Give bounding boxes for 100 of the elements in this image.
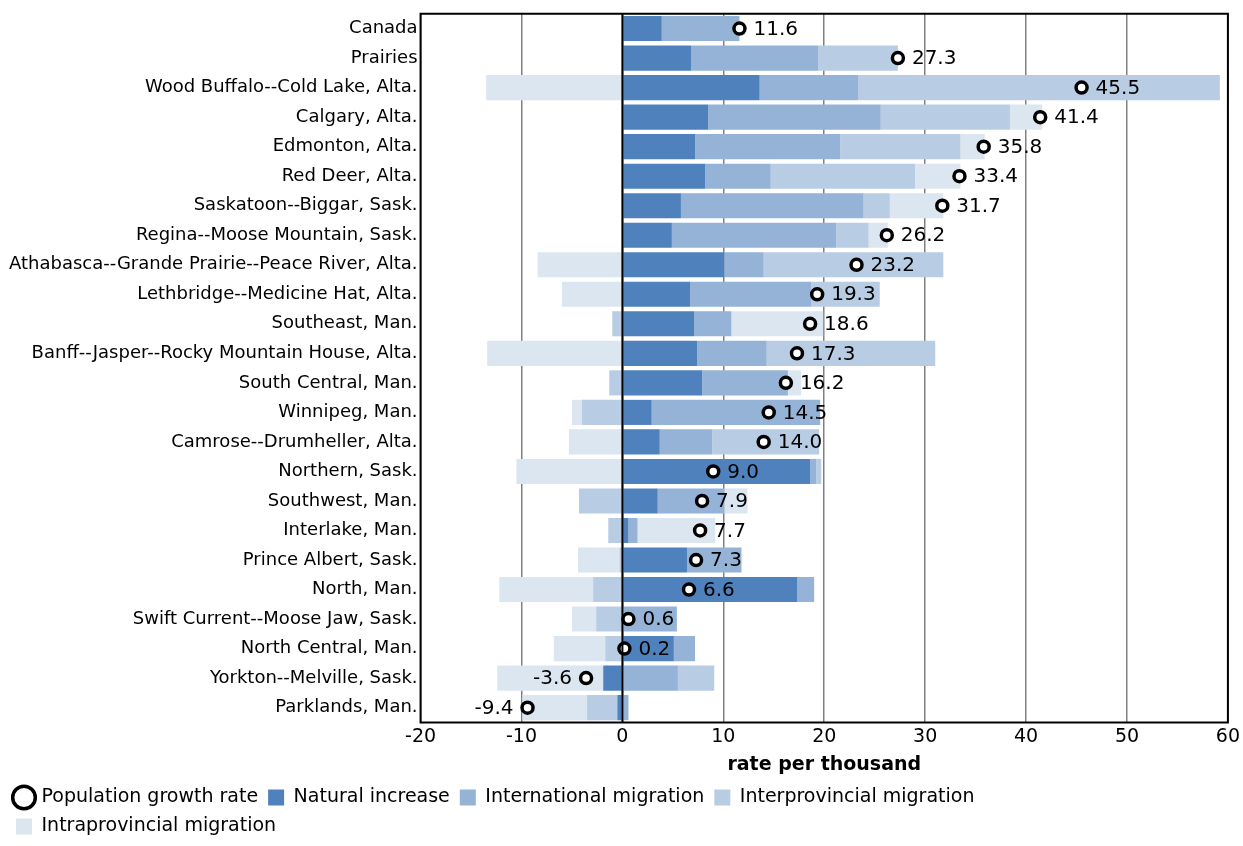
- bar: [582, 399, 622, 425]
- bar: [623, 458, 811, 484]
- data-label: 33.4: [973, 163, 1018, 188]
- point: [621, 611, 636, 627]
- point: [1074, 80, 1089, 95]
- bar: [705, 163, 771, 189]
- bar: [571, 606, 597, 632]
- bar: [623, 517, 629, 544]
- legend-label: Population growth rate: [41, 784, 259, 807]
- y-tick-label: Swift Current--Moose Jaw, Sask.: [132, 606, 418, 628]
- point: [681, 582, 697, 597]
- x-tick-label: 60: [1215, 723, 1241, 746]
- bar: [497, 665, 604, 691]
- y-tick-label: Edmonton, Alta.: [272, 134, 418, 156]
- bar: [623, 222, 672, 248]
- data-label: 26.2: [900, 222, 946, 247]
- point: [732, 21, 747, 36]
- y-tick-label: Parklands, Man.: [275, 695, 418, 717]
- bar: [609, 370, 622, 396]
- point: [520, 700, 535, 715]
- bar: [796, 576, 815, 603]
- data-label: 0.2: [638, 635, 671, 660]
- bar: [880, 104, 1010, 130]
- bar: [608, 517, 622, 544]
- bar: [623, 45, 692, 71]
- point: [952, 168, 967, 184]
- y-tick-label: Calgary, Alta.: [295, 104, 418, 126]
- x-tick-label: 10: [711, 723, 736, 746]
- bar: [617, 695, 622, 721]
- bar: [628, 517, 638, 544]
- data-label: 7.3: [710, 547, 742, 572]
- point: [802, 316, 818, 332]
- legend-label: Interprovincial migration: [739, 784, 975, 807]
- point: [890, 50, 906, 66]
- bar: [571, 399, 583, 425]
- bar: [697, 340, 767, 366]
- bar: [818, 45, 898, 71]
- legend-label: Intraprovincial migration: [41, 813, 277, 836]
- bar: [623, 281, 691, 307]
- y-tick-label: North Central, Man.: [240, 636, 418, 658]
- data-label: 7.7: [714, 517, 746, 542]
- y-tick-label: Athabasca--Grande Prairie--Peace River, Alta.: [9, 252, 418, 274]
- y-tick-label: Wood Buffalo--Cold Lake, Alta.: [144, 75, 418, 97]
- data-label: 0.6: [642, 606, 675, 631]
- y-tick-label: Prince Albert, Sask.: [242, 547, 418, 569]
- data-label: 35.8: [997, 133, 1043, 158]
- point: [935, 198, 950, 213]
- point: [578, 670, 594, 686]
- data-label: -9.4: [474, 694, 514, 719]
- bar: [623, 399, 652, 425]
- data-label: -3.6: [533, 665, 573, 690]
- bar: [731, 311, 824, 337]
- bar: [593, 576, 622, 603]
- data-label: 14.5: [782, 399, 828, 424]
- bar: [623, 134, 696, 160]
- bar: [659, 429, 713, 455]
- bar: [587, 695, 618, 721]
- bar: [577, 547, 620, 573]
- bar: [810, 458, 817, 484]
- x-tick-label: 50: [1114, 723, 1140, 746]
- bar: [889, 193, 944, 219]
- bar: [623, 311, 695, 337]
- y-tick-label: Southeast, Man.: [271, 311, 418, 333]
- bar: [858, 75, 1220, 101]
- y-tick-label: Winnipeg, Man.: [278, 400, 418, 422]
- bar: [568, 429, 622, 455]
- bar: [836, 222, 869, 248]
- bar: [680, 193, 864, 219]
- x-tick-label: 30: [913, 723, 938, 746]
- data-label: 45.5: [1095, 74, 1141, 99]
- data-label: 11.6: [753, 15, 798, 40]
- bar: [695, 134, 841, 160]
- legend-label: Natural increase: [293, 784, 450, 807]
- bar: [702, 370, 788, 396]
- bar: [596, 606, 622, 632]
- bar: [623, 75, 760, 101]
- bar: [694, 311, 732, 337]
- bar: [612, 311, 622, 337]
- bar: [759, 75, 859, 101]
- bar: [770, 163, 916, 189]
- data-label: 7.9: [716, 488, 748, 513]
- bar: [691, 45, 819, 71]
- data-label: 19.3: [831, 281, 876, 306]
- data-label: 17.3: [810, 340, 856, 365]
- bar: [677, 665, 715, 691]
- point: [756, 434, 771, 450]
- data-label: 23.2: [870, 251, 916, 276]
- bar: [619, 547, 622, 573]
- data-label: 16.2: [799, 370, 845, 395]
- data-label: 18.6: [824, 311, 869, 336]
- data-label: 27.3: [911, 45, 957, 70]
- y-tick-label: Northern, Sask.: [278, 459, 418, 481]
- bar: [623, 16, 662, 42]
- data-label: 9.0: [727, 458, 760, 483]
- y-tick-label: Camrose--Drumheller, Alta.: [171, 429, 418, 451]
- point: [879, 227, 895, 243]
- point: [688, 552, 704, 568]
- bar: [623, 370, 703, 396]
- bar: [623, 193, 681, 219]
- bar: [579, 488, 622, 514]
